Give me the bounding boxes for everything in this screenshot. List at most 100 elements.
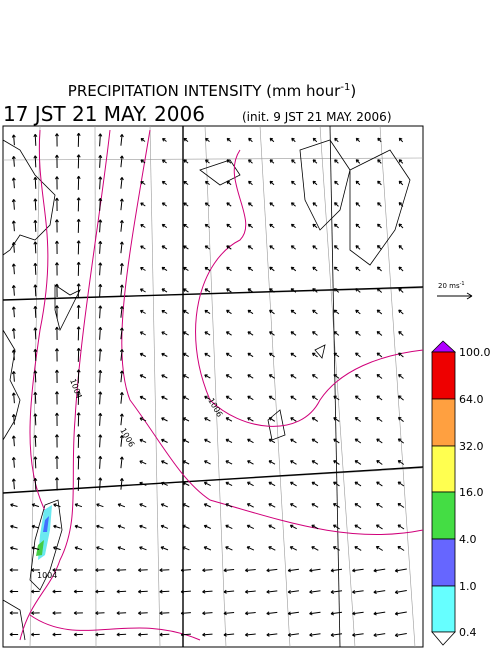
wind-arrow [119,392,124,404]
wind-arrow [11,285,16,296]
wind-arrow [11,263,16,275]
wind-arrow [139,524,147,529]
wind-arrow [333,309,340,315]
wind-arrow [247,460,254,465]
wind-arrow [268,524,276,530]
wind-arrow [266,632,278,637]
wind-arrow [247,202,253,207]
wind-arrow [119,306,124,318]
wind-arrow [98,434,103,448]
wind-arrow [398,202,404,207]
wind-arrow [53,503,61,508]
wind-arrow [330,611,343,616]
wind-arrow [31,503,40,508]
wind-arrow [204,374,211,379]
wind-arrow [226,202,232,207]
wind-arrow [98,369,103,383]
wind-arrow [54,197,59,212]
wind-arrow [333,438,340,444]
wind-arrow [138,611,148,616]
wind-arrow [139,288,146,293]
wind-arrow [226,309,232,315]
wind-arrow [287,611,299,616]
wind-arrow [119,241,124,254]
wind-arrow [117,546,126,551]
vector-scale-label: 20 ms-1 [438,281,465,290]
wind-arrow [31,568,40,573]
wind-arrow [376,331,383,336]
wind-arrow [203,524,212,529]
wind-arrow [291,180,296,186]
wind-arrow [160,438,168,443]
wind-arrow [225,417,233,422]
wind-arrow [139,460,147,465]
wind-arrow [98,305,103,319]
wind-arrow [266,568,278,573]
wind-arrow [54,434,59,448]
wind-arrow [397,503,405,508]
wind-arrow [223,589,235,594]
wind-arrow [119,478,124,490]
wind-arrow [161,202,167,207]
wind-arrow [182,395,190,401]
wind-arrow [355,266,361,272]
wind-arrow [246,503,254,508]
wind-arrow [289,524,297,530]
title-superscript: -1 [340,82,350,93]
wind-arrow [161,223,168,229]
wind-arrow [225,374,233,379]
wind-arrow [394,611,407,616]
map-frame [2,125,424,648]
wind-arrow [98,348,103,362]
wind-arrow [247,352,254,358]
wind-arrow [290,288,297,293]
map: 1004 1006 1006 1004 [2,125,424,648]
wind-arrow [76,369,81,384]
wind-arrow [33,391,38,404]
wind-arrow [76,283,81,298]
wind-arrow [312,159,318,164]
wind-arrow [332,524,340,530]
wind-arrow [11,478,16,490]
wind-arrow [119,177,124,189]
wind-arrow [333,245,339,250]
colorbar-label: 16.0 [459,486,484,499]
colorbar-label: 1.0 [459,580,477,593]
wind-arrow [119,263,124,275]
wind-arrow [376,309,383,315]
wind-arrow [9,610,19,615]
wind-arrow [139,374,147,379]
wind-arrow [204,223,211,229]
wind-arrow [269,331,275,336]
wind-arrow [98,197,103,211]
vector-scale: 20 ms-1 [437,281,473,300]
wind-arrow [203,546,212,551]
wind-arrow [204,395,211,401]
wind-arrow [98,412,103,426]
wind-arrow [268,546,276,551]
colorbar-labels: 100.0 64.0 32.0 16.0 4.0 1.0 0.4 [459,346,491,639]
wind-arrow [225,524,233,530]
wind-arrow [398,331,404,336]
wind-arrow [354,417,361,422]
wind-arrow [332,503,340,508]
wind-arrow [355,223,361,229]
wind-arrow [333,288,340,293]
wind-arrow [182,309,189,315]
wind-arrow [31,589,40,594]
wind-arrow [268,395,276,401]
wind-arrow [354,481,362,487]
wind-arrow [11,220,16,232]
wind-arrow [291,159,296,164]
wind-arrow [11,306,16,318]
wind-arrow [119,220,124,232]
colorbar-label: 32.0 [459,440,484,453]
wind-arrow [398,137,404,143]
wind-arrow [161,417,168,422]
wind-arrow [33,262,38,275]
wind-arrow [138,589,148,594]
wind-arrow [9,589,19,594]
wind-arrow [398,266,404,272]
wind-arrow [398,180,404,186]
wind-arrow [117,503,126,508]
